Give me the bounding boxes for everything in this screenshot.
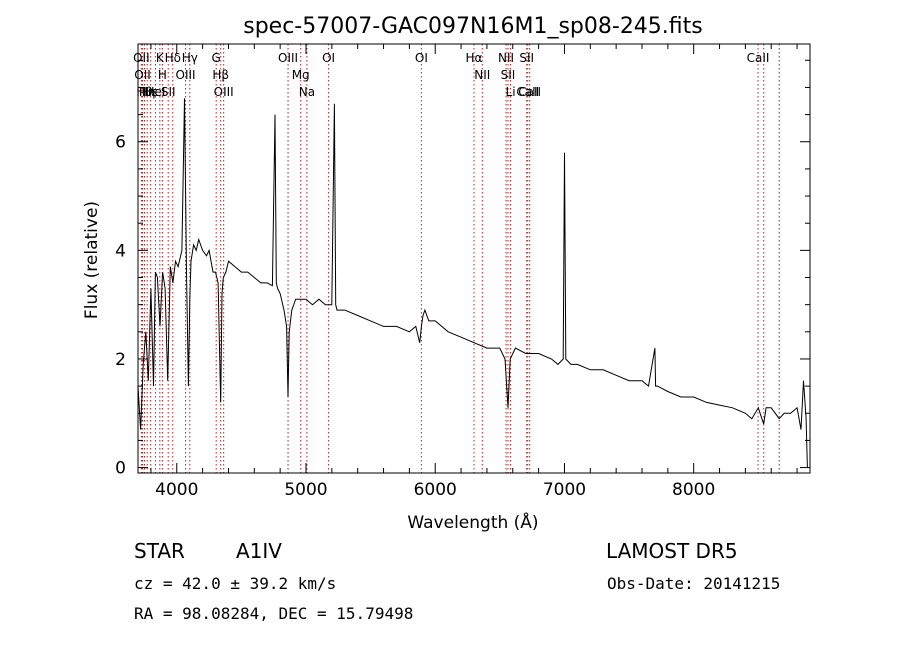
spectral-line-label: CaII (747, 51, 770, 65)
x-axis-ticks: 4000 5000 6000 7000 8000 (150, 44, 798, 500)
spectral-line-label: Hθ (136, 85, 152, 99)
spectral-line-label: OI (415, 51, 428, 65)
x-tick-label: 6000 (414, 480, 457, 500)
spectral-line-label: HeI (145, 85, 165, 99)
x-tick-label: 5000 (284, 480, 327, 500)
spectral-line-label: OII (133, 51, 150, 65)
x-tick-label: 4000 (155, 480, 198, 500)
coords-text: RA = 98.08284, DEC = 15.79498 (134, 604, 413, 623)
survey-name: LAMOST DR5 (606, 539, 738, 563)
spectral-line-label: OII (134, 68, 151, 82)
x-axis-label: Wavelength (Å) (407, 511, 538, 533)
plot-frame (137, 43, 811, 474)
spectral-line-label: OIII (214, 85, 234, 99)
obs-date-text: Obs-Date: 20141215 (607, 574, 780, 593)
spectral-line-label: CaII (516, 85, 539, 99)
spectral-line-label: OIII (278, 51, 298, 65)
spectral-line-label: G (212, 51, 221, 65)
x-tick-label: 8000 (672, 480, 715, 500)
y-axis-ticks: 0 2 4 6 (115, 59, 810, 479)
spectral-line-label: Hα (466, 51, 483, 65)
x-tick-label: 7000 (543, 480, 586, 500)
spectral-line-label: Hγ (182, 51, 198, 65)
object-subclass: A1IV (236, 539, 282, 563)
spectral-line-label: H (158, 68, 167, 82)
spectral-line-label: CaII (518, 85, 541, 99)
spectral-line-label: Hβ (212, 68, 229, 82)
spectral-line-label: Hη (139, 85, 156, 99)
y-axis-label: Flux (relative) (82, 201, 102, 319)
spectral-line-label: Hε (143, 85, 159, 99)
y-tick-label: 2 (115, 350, 126, 370)
y-tick-label: 4 (115, 241, 126, 261)
spectral-line-label: OI (322, 51, 335, 65)
y-tick-label: 0 (115, 459, 126, 479)
spectral-line-label: SII (501, 68, 516, 82)
spectral-line-label: Hδ (165, 51, 181, 65)
spectral-line-label: Li (506, 85, 516, 99)
spectral-line-label: NII (498, 51, 514, 65)
spectral-line-label: Mg (292, 68, 310, 82)
spectral-line-label: SII (161, 85, 176, 99)
spectral-line-label: OIII (176, 68, 196, 82)
spectral-line-label: SII (519, 51, 534, 65)
spectrum-series-line (137, 98, 808, 468)
redshift-text: cz = 42.0 ± 39.2 km/s (134, 574, 336, 593)
spectral-line-label: Na (299, 85, 315, 99)
y-tick-label: 6 (115, 133, 126, 153)
spectral-line-label: K (156, 51, 165, 65)
spectral-line-label: NII (474, 68, 490, 82)
spectral-line-markers (140, 44, 780, 473)
chart-title: spec-57007-GAC097N16M1_sp08-245.fits (243, 14, 703, 39)
object-class: STAR (134, 539, 185, 563)
